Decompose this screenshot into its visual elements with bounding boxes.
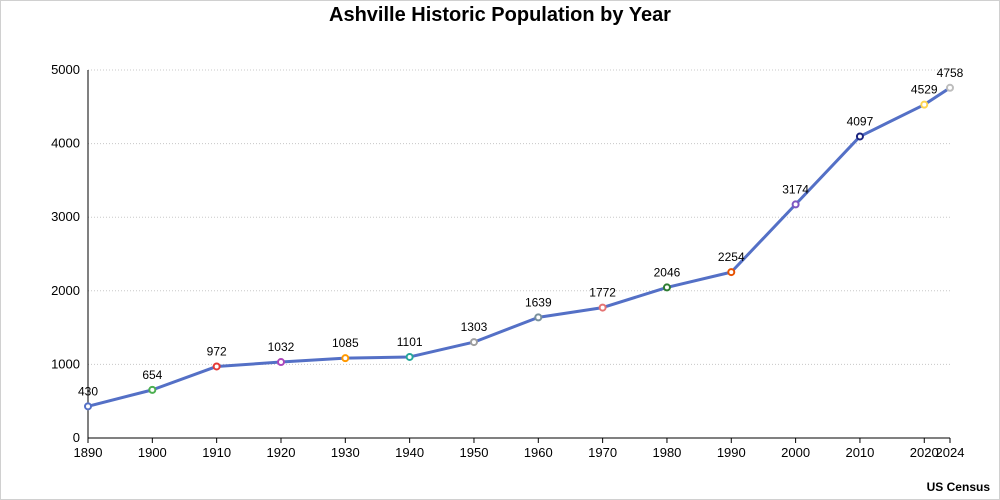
series-layer (84, 83, 954, 411)
x-tick-label: 2010 (845, 445, 874, 460)
data-point (727, 268, 736, 277)
data-point (148, 385, 157, 394)
data-label: 1639 (525, 295, 552, 309)
data-label: 1085 (332, 336, 359, 350)
data-label: 1303 (461, 320, 488, 334)
data-point (405, 352, 414, 361)
y-tick-label: 1000 (51, 356, 80, 371)
data-label: 2254 (718, 250, 745, 264)
data-label: 1101 (397, 335, 423, 349)
y-tick-label: 4000 (51, 136, 80, 151)
x-tick-label: 1960 (524, 445, 553, 460)
grid-lines (88, 69, 950, 365)
y-tick-label: 2000 (51, 283, 80, 298)
data-point (276, 358, 285, 367)
series-line (87, 86, 951, 408)
x-tick-label: 1990 (717, 445, 746, 460)
y-tick-label: 0 (73, 430, 80, 445)
x-tick-label: 1900 (138, 445, 167, 460)
data-label: 654 (142, 368, 162, 382)
x-tick-label: 1970 (588, 445, 617, 460)
data-point (946, 83, 954, 92)
data-point (791, 200, 800, 209)
x-tick-label: 2000 (781, 445, 810, 460)
x-tick-label: 2024 (936, 445, 965, 460)
x-tick-label: 1940 (395, 445, 424, 460)
x-tick-label: 1930 (331, 445, 360, 460)
x-tick-label: 1910 (202, 445, 231, 460)
data-label: 1772 (589, 286, 616, 300)
data-labels: 430 654 972 1032 1085 1101 1303 1639 1772 2046 225… (78, 66, 964, 399)
data-label: 3174 (782, 182, 809, 196)
data-point (598, 303, 607, 312)
x-tick-label: 1890 (74, 445, 103, 460)
chart-title: Ashville Historic Population by Year (329, 4, 671, 26)
source-note: US Census (926, 480, 990, 494)
data-label: 4529 (911, 83, 938, 97)
data-point (212, 362, 221, 371)
data-point (469, 338, 478, 347)
data-label: 4758 (937, 66, 964, 80)
data-point (920, 100, 929, 109)
data-label: 2046 (654, 265, 681, 279)
x-tick-label: 1980 (652, 445, 681, 460)
data-point (341, 354, 350, 363)
axes: 0 1000 2000 3000 4000 5000 1890 1900 1910 1920 193… (51, 62, 964, 460)
x-tick-label: 2020 (910, 445, 939, 460)
x-tick-label: 1950 (460, 445, 489, 460)
y-tick-label: 5000 (51, 62, 80, 77)
x-tick-label: 1920 (267, 445, 296, 460)
data-label: 1032 (268, 340, 295, 354)
data-point (855, 132, 864, 141)
data-point (662, 283, 671, 292)
data-label: 4097 (847, 114, 874, 128)
data-point (534, 313, 543, 322)
data-label: 972 (207, 344, 227, 358)
y-tick-label: 3000 (51, 209, 80, 224)
data-label: 430 (78, 384, 98, 398)
data-point (84, 402, 92, 411)
